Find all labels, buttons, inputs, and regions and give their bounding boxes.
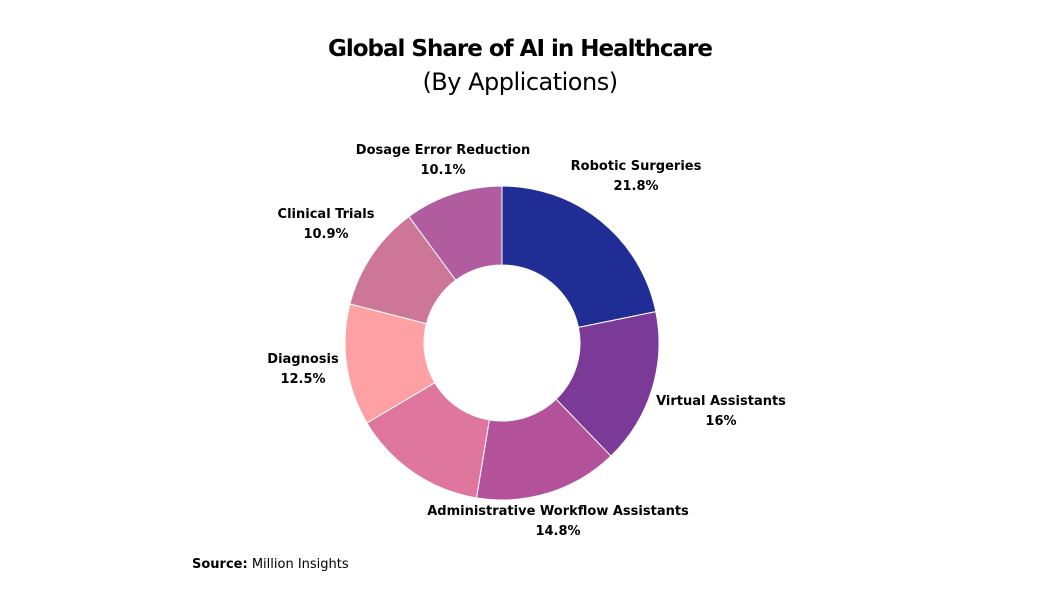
slice-robotic-surgeries <box>501 185 657 329</box>
slice-dosage-error-reduction <box>408 185 503 281</box>
chart-subtitle: (By Applications) <box>422 68 618 96</box>
label-diagnosis: Diagnosis 12.5% <box>267 352 339 387</box>
label-robotic-surgeries: Robotic Surgeries 21.8% <box>570 159 702 194</box>
slice-virtual-assistants <box>555 311 660 457</box>
label-virtual-assistants: Virtual Assistants 16% <box>656 394 786 429</box>
label-dosage-error-reduction: Dosage Error Reduction 10.1% <box>355 143 531 178</box>
label-clinical-trials: Clinical Trials 10.9% <box>277 207 375 242</box>
chart-title: Global Share of AI in Healthcare <box>327 36 713 62</box>
label-administrative-workflow: Administrative Workflow Assistants 14.8% <box>427 504 689 539</box>
source-note: Source: Million Insights <box>192 557 349 572</box>
